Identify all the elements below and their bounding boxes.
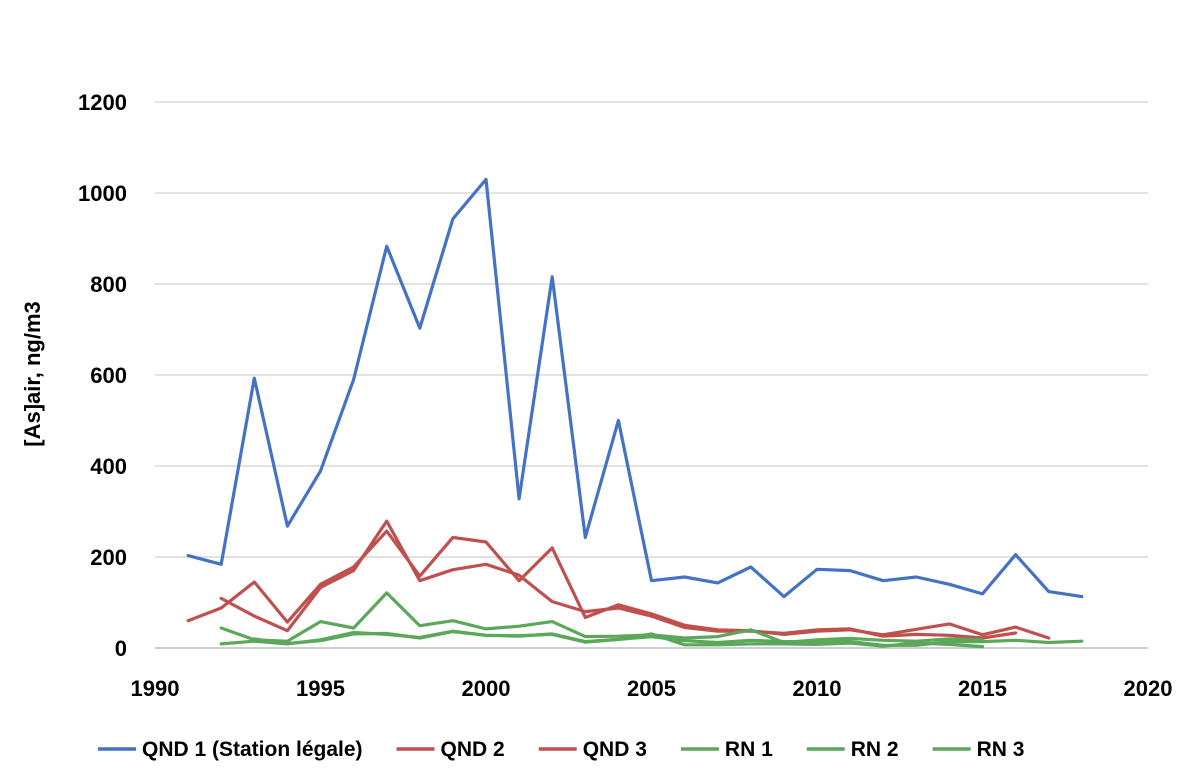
legend-item: RN 2 <box>806 738 899 761</box>
tick-labels: 0 200 400 600 800 1000 1200 1990 1995 2000 2005 201… <box>78 90 1172 701</box>
legend-label: QND 3 <box>583 738 647 761</box>
y-tick-label: 1000 <box>78 181 127 206</box>
legend-label: RN 2 <box>851 738 899 761</box>
legend-item: RN 1 <box>680 738 773 761</box>
x-tick-label: 2010 <box>793 676 842 701</box>
legend-label: QND 1 (Station légale) <box>142 738 363 761</box>
x-tick-label: 2015 <box>958 676 1007 701</box>
series-line-1 <box>186 177 1084 599</box>
y-tick-label: 600 <box>90 363 127 388</box>
x-tick-label: 1995 <box>296 676 345 701</box>
x-tick-label: 2000 <box>462 676 511 701</box>
legend: QND 1 (Station légale) QND 2 QND 3 RN 1 RN 2… <box>98 738 1024 761</box>
series-line-2 <box>186 529 1051 640</box>
y-axis-title: [As]air, ng/m3 <box>20 301 45 446</box>
legend-item: QND 1 (Station légale) <box>98 738 363 761</box>
legend-label: QND 2 <box>441 738 505 761</box>
x-tick-label: 1990 <box>131 676 180 701</box>
series-line-6 <box>252 629 985 649</box>
x-tick-label: 2005 <box>627 676 676 701</box>
y-tick-label: 0 <box>115 636 127 661</box>
y-tick-label: 1200 <box>78 90 127 115</box>
legend-item: QND 2 <box>396 738 505 761</box>
series-lines <box>186 177 1084 649</box>
legend-item: QND 3 <box>538 738 647 761</box>
series-line-3 <box>219 519 1018 640</box>
y-tick-label: 800 <box>90 272 127 297</box>
legend-label: RN 1 <box>725 738 773 761</box>
x-tick-label: 2020 <box>1124 676 1173 701</box>
series-line-4 <box>219 591 985 645</box>
y-tick-label: 400 <box>90 454 127 479</box>
legend-item: RN 3 <box>932 738 1025 761</box>
y-tick-label: 200 <box>90 545 127 570</box>
legend-label: RN 3 <box>977 738 1025 761</box>
gridlines <box>155 101 1148 558</box>
